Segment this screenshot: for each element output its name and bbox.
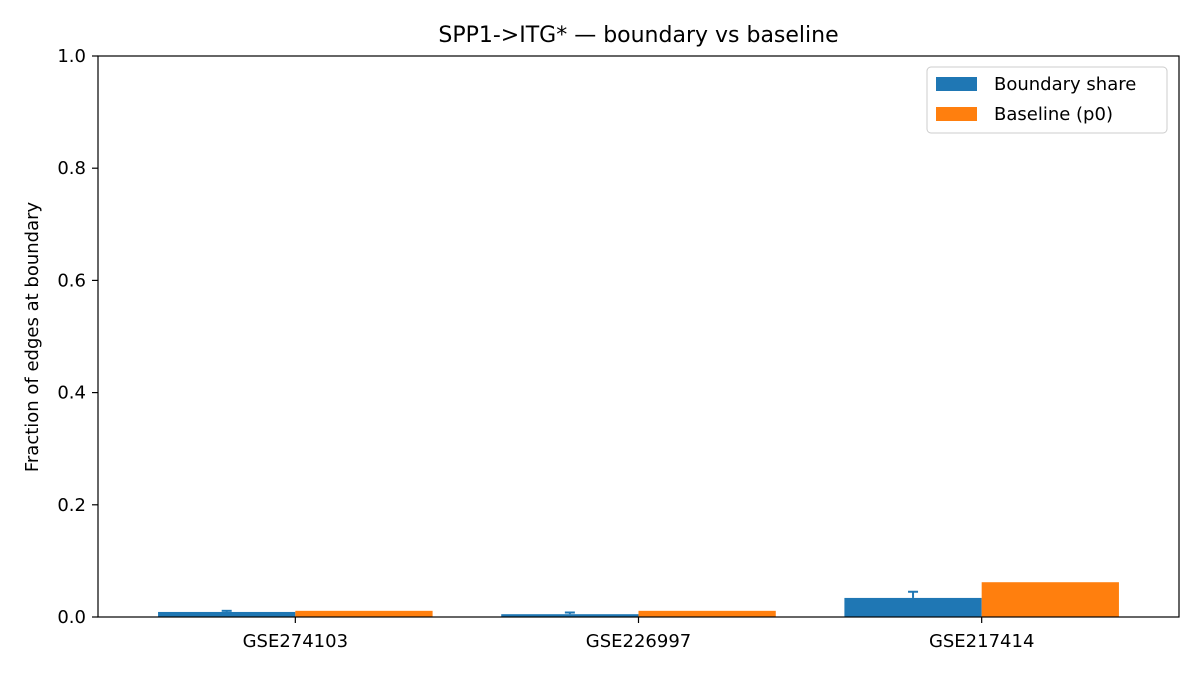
y-tick-label: 0.0 — [57, 607, 86, 628]
bar-baseline-GSE274103 — [295, 610, 433, 617]
y-tick-label: 0.8 — [57, 158, 86, 179]
legend-swatch-baseline — [936, 107, 977, 121]
axes-layer: 0.0 0.2 0.4 0.6 0.8 1.0 GSE274103 GSE226997 GSE2… — [57, 46, 1180, 652]
y-axis-label: Fraction of edges at boundary — [22, 202, 43, 473]
bar-boundary-GSE274103 — [158, 611, 296, 617]
legend-box — [926, 66, 1168, 134]
x-tick-label: GSE226997 — [586, 631, 691, 652]
y-tick-label: 0.2 — [57, 495, 86, 516]
bar-baseline-GSE217414 — [981, 582, 1119, 617]
y-tick-label: 0.4 — [57, 383, 86, 404]
legend: Boundary share Baseline (p0) — [926, 66, 1168, 134]
x-tick-label: GSE217414 — [929, 631, 1034, 652]
x-tick-label: GSE274103 — [243, 631, 348, 652]
bar-boundary-GSE217414 — [844, 597, 982, 617]
y-tick-label: 0.6 — [57, 270, 86, 291]
legend-label-boundary: Boundary share — [994, 74, 1136, 95]
bars-layer — [158, 582, 1119, 617]
chart-title: SPP1->ITG* — boundary vs baseline — [438, 23, 838, 48]
bar-baseline-GSE226997 — [638, 610, 776, 617]
bar-boundary-GSE226997 — [501, 614, 639, 617]
y-tick-label: 1.0 — [57, 46, 86, 67]
legend-swatch-boundary — [936, 77, 977, 91]
legend-label-baseline: Baseline (p0) — [994, 104, 1113, 125]
